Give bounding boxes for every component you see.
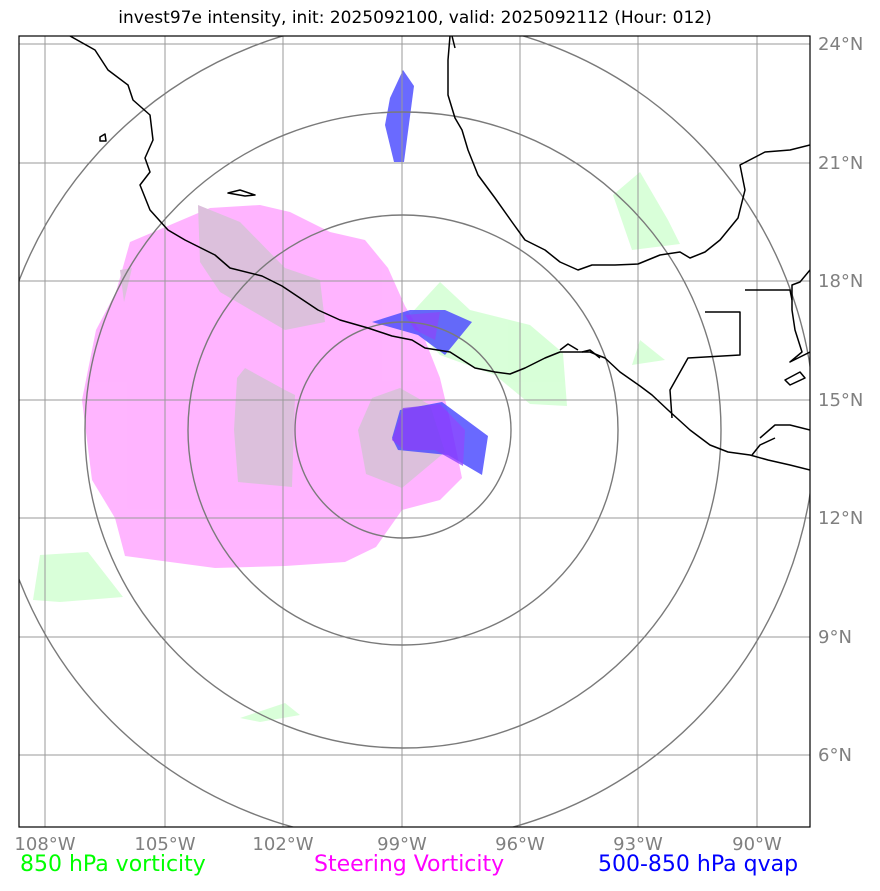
coast-detail [751,437,776,456]
steering-darker-patch [234,368,295,487]
qvap-core-patch [392,404,465,466]
latitude-labels: 24°N 21°N 18°N 15°N 12°N 9°N 6°N [818,34,863,766]
longitude-labels: 108°W 105°W 102°W 99°W 96°W 93°W 90°W [14,834,782,855]
lat-label: 21°N [818,153,863,174]
lon-label: 90°W [732,834,782,855]
graticule [19,36,810,827]
vort850-patch [33,552,123,602]
legend-qvap: 500-850 hPa qvap [598,852,799,877]
baja-tip [451,36,456,49]
steering-darker-patch [120,268,132,302]
plot-frame [18,35,811,828]
lat-label: 24°N [818,34,863,55]
coastline-mexico-pacific [69,36,570,375]
lat-label: 15°N [818,390,863,411]
lat-label: 12°N [818,508,863,529]
range-ring-6deg [187,214,619,646]
coastline-yucatan-east [789,269,810,363]
legend-steering-vorticity: Steering Vorticity [314,852,505,877]
vort850-patch [240,703,300,722]
island-small [99,133,107,142]
coastline-gulf-of-mexico [447,36,810,271]
border-mexico-guatemala [669,311,741,419]
lon-label: 96°W [495,834,545,855]
coastline-guatemala [570,351,810,471]
qvap-patch [385,70,414,162]
range-rings [19,36,810,827]
lat-label: 18°N [818,271,863,292]
lon-label: 93°W [613,834,663,855]
legend-850-vorticity: 850 hPa vorticity [20,852,206,877]
vort850-patch [632,340,665,365]
lagoon2 [581,349,601,359]
lat-label: 6°N [818,745,852,766]
lon-label: 102°W [252,834,313,855]
vort850-patch [613,172,680,250]
qvap-core-patch [405,312,440,340]
map-title: invest97e intensity, init: 2025092100, v… [118,8,712,28]
coastline-honduras [759,424,810,439]
lon-label: 99°W [377,834,427,855]
lon-label: 105°W [134,834,195,855]
range-ring-3deg [294,321,512,539]
lagoon [559,343,579,351]
lon-label: 108°W [14,834,75,855]
island-tres-marias [227,189,256,197]
lat-label: 9°N [818,627,852,648]
range-ring-9deg [84,111,722,749]
qvap-contours [372,70,488,475]
border-guatemala-belize [745,289,793,301]
coastlines [69,36,810,471]
island-cozumel [784,371,806,386]
